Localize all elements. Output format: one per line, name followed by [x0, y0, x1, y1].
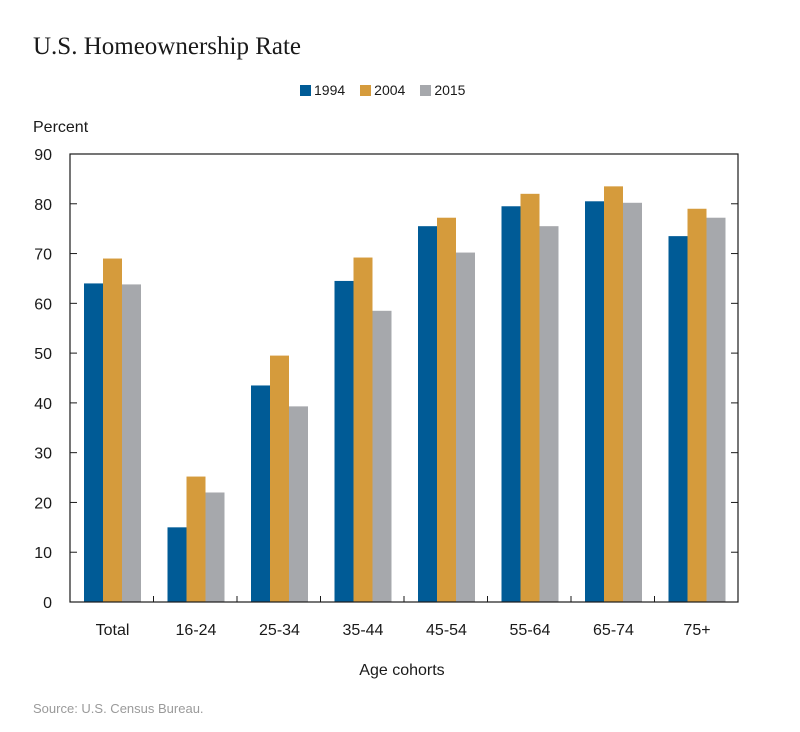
y-tick-label: 10 — [34, 545, 52, 562]
x-tick-label: 65-74 — [593, 622, 634, 639]
legend-item-2015: 2015 — [420, 82, 465, 98]
x-tick-label: 25-34 — [259, 622, 300, 639]
legend-swatch-1994 — [300, 84, 311, 96]
bar-2015-Total — [122, 284, 141, 602]
x-tick-label: 35-44 — [343, 622, 384, 639]
y-tick-label: 40 — [34, 396, 52, 413]
bar-2015-55-64 — [539, 226, 559, 602]
x-tick-label: 55-64 — [510, 622, 551, 639]
legend-label-2004: 2004 — [374, 82, 406, 98]
bar-2004-Total — [103, 258, 122, 602]
y-tick-label: 60 — [34, 296, 52, 313]
bar-2015-25-34 — [289, 406, 308, 602]
bar-2004-55-64 — [520, 193, 540, 603]
bar-2004-45-54 — [437, 217, 456, 602]
plot-frame — [69, 153, 739, 603]
source-note: Source: U.S. Census Bureau. — [33, 701, 204, 716]
bar-2015-75+ — [706, 217, 726, 602]
legend-swatch-2015 — [420, 84, 432, 96]
bar-2004-75+ — [687, 208, 707, 602]
x-tick-label: 75+ — [683, 622, 710, 639]
legend: 1994 2004 2015 — [300, 80, 480, 100]
legend-label-1994: 1994 — [314, 82, 346, 98]
y-tick-label: 70 — [34, 247, 52, 264]
bar-1994-75+ — [668, 236, 688, 602]
y-axis-label: Percent — [33, 119, 89, 136]
bar-2004-25-34 — [270, 355, 289, 602]
y-tick-label: 20 — [34, 495, 52, 512]
y-tick-label: 0 — [43, 595, 52, 612]
legend-label-2015: 2015 — [434, 82, 466, 98]
bar-2015-45-54 — [456, 252, 475, 602]
x-tick-label: 16-24 — [176, 622, 217, 639]
x-tick-label: 45-54 — [426, 622, 467, 639]
chart-title: U.S. Homeownership Rate — [33, 33, 302, 60]
bar-1994-25-34 — [251, 385, 270, 602]
legend-item-2004: 2004 — [360, 82, 405, 98]
legend-item-1994: 1994 — [300, 82, 345, 98]
bar-2015-65-74 — [623, 202, 642, 602]
bar-1994-35-44 — [334, 280, 354, 602]
bar-2004-65-74 — [604, 186, 623, 602]
bar-2004-16-24 — [186, 476, 206, 602]
x-tick-label: Total — [96, 622, 130, 639]
bar-1994-16-24 — [167, 527, 187, 602]
bar-1994-65-74 — [585, 201, 604, 603]
bar-2004-35-44 — [353, 257, 373, 602]
bar-2015-35-44 — [372, 310, 392, 602]
x-axis-label: Age cohorts — [359, 662, 444, 679]
bar-1994-Total — [84, 283, 103, 602]
bar-1994-45-54 — [418, 226, 437, 602]
y-tick-label: 80 — [34, 197, 52, 214]
bar-1994-55-64 — [501, 206, 521, 602]
y-tick-label: 90 — [34, 147, 52, 164]
y-tick-label: 30 — [34, 446, 52, 463]
x-ticks-group: Total 16-24 25-34 35-44 45-54 55-64 65-74 75+ — [96, 596, 711, 639]
legend-swatch-2004 — [360, 84, 372, 96]
bars-group — [84, 186, 726, 603]
bar-2015-16-24 — [205, 492, 225, 602]
y-tick-label: 50 — [34, 346, 52, 363]
